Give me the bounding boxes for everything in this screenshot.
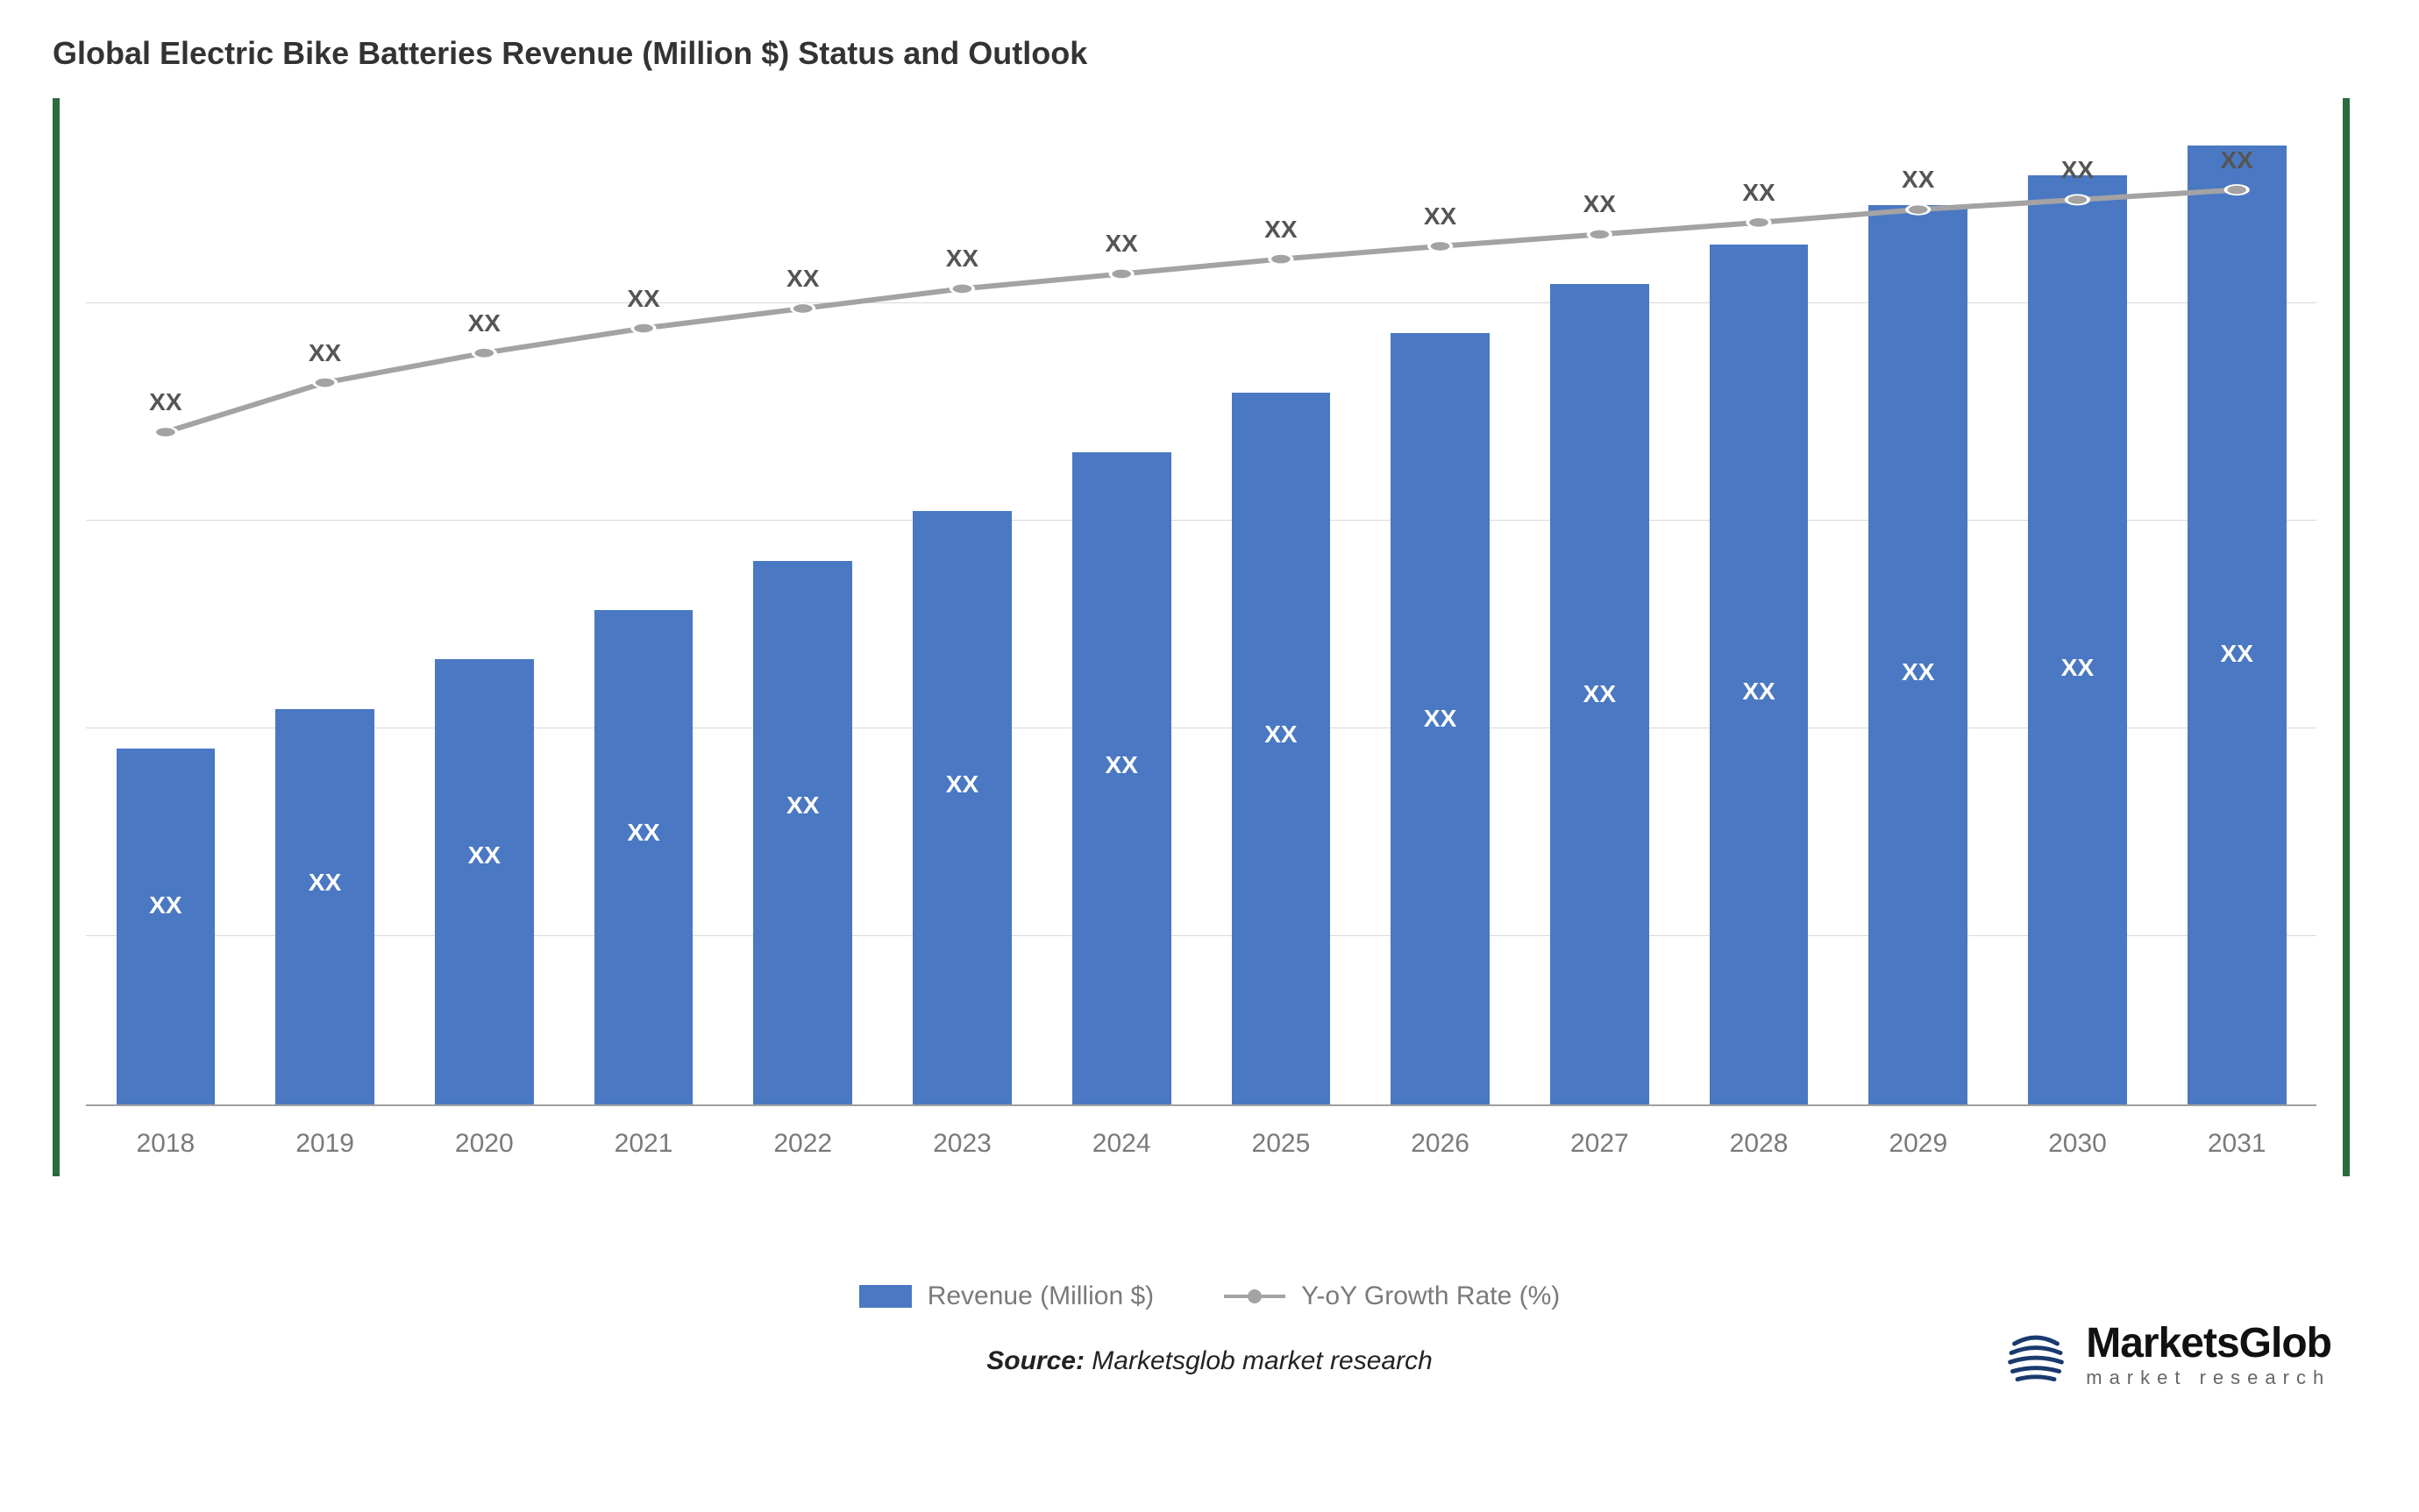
x-axis-label: 2019: [245, 1129, 405, 1159]
bar-value-label: XX: [149, 891, 181, 919]
chart-container: XXXXXXXXXXXXXXXXXXXXXXXXXXXX XXXXXXXXXXX…: [53, 98, 2350, 1176]
revenue-bar: XX: [1391, 333, 1490, 1104]
revenue-bar: XX: [594, 610, 694, 1104]
line-point-label: XX: [468, 309, 501, 337]
x-axis-label: 2028: [1679, 1129, 1839, 1159]
revenue-bar: XX: [753, 561, 852, 1104]
line-point-label: XX: [946, 245, 978, 273]
legend-item-growth: Y-oY Growth Rate (%): [1224, 1281, 1560, 1311]
x-axis-label: 2021: [564, 1129, 723, 1159]
x-axis-label: 2023: [883, 1129, 1042, 1159]
x-axis-label: 2022: [723, 1129, 883, 1159]
bar-value-label: XX: [1902, 658, 1934, 686]
bar-value-label: XX: [627, 819, 659, 847]
x-axis-label: 2025: [1201, 1129, 1361, 1159]
line-point-label: XX: [2220, 146, 2252, 174]
line-point-label: XX: [1902, 166, 1934, 194]
bar-value-label: XX: [309, 869, 341, 897]
line-point-label: XX: [309, 339, 341, 367]
bar-slot: XX: [564, 116, 723, 1104]
bar-slot: XX: [86, 116, 245, 1104]
bar-value-label: XX: [946, 770, 978, 799]
x-axis-label: 2018: [86, 1129, 245, 1159]
x-axis-label: 2020: [404, 1129, 564, 1159]
legend-swatch-line: [1224, 1295, 1285, 1298]
brand-tagline: market research: [2086, 1366, 2331, 1389]
bar-slot: XX: [1361, 116, 1520, 1104]
brand-logo: MarketsGlob market research: [2005, 1323, 2331, 1389]
brand-name: MarketsGlob: [2086, 1323, 2331, 1365]
bar-value-label: XX: [468, 841, 501, 870]
bar-value-label: XX: [2221, 640, 2253, 668]
x-axis-label: 2029: [1839, 1129, 1998, 1159]
revenue-bar: XX: [2188, 146, 2287, 1104]
chart-title: Global Electric Bike Batteries Revenue (…: [53, 35, 2366, 72]
line-point-label: XX: [1742, 179, 1775, 207]
x-axis-label: 2030: [1998, 1129, 2158, 1159]
revenue-bar: XX: [1072, 452, 1171, 1104]
line-point-label: XX: [627, 285, 659, 313]
revenue-bar: XX: [435, 659, 534, 1104]
line-point-label: XX: [149, 388, 181, 416]
bar-value-label: XX: [786, 791, 819, 820]
plot-area: XXXXXXXXXXXXXXXXXXXXXXXXXXXX XXXXXXXXXXX…: [86, 116, 2316, 1106]
bar-value-label: XX: [1742, 678, 1775, 706]
revenue-bar: XX: [913, 511, 1012, 1104]
line-point-label: XX: [1583, 190, 1616, 218]
bar-slot: XX: [1679, 116, 1839, 1104]
revenue-bar: XX: [117, 749, 216, 1104]
bar-slot: XX: [245, 116, 405, 1104]
bar-value-label: XX: [1583, 680, 1616, 708]
line-point-label: XX: [2061, 156, 2094, 184]
revenue-bar: XX: [275, 709, 374, 1104]
globe-icon: [2005, 1325, 2067, 1387]
legend-label-growth: Y-oY Growth Rate (%): [1301, 1281, 1560, 1311]
bar-value-label: XX: [1105, 751, 1137, 779]
bar-slot: XX: [1519, 116, 1679, 1104]
bars-row: XX XX XX XX XX XX XX XX XX XX XX XX XX XX: [86, 116, 2316, 1104]
bar-slot: XX: [404, 116, 564, 1104]
bar-value-label: XX: [1424, 705, 1456, 733]
line-point-label: XX: [786, 265, 819, 293]
source-prefix: Source: [986, 1346, 1076, 1375]
bar-slot: XX: [2157, 116, 2316, 1104]
legend-swatch-bar: [859, 1285, 912, 1308]
x-axis-label: 2024: [1042, 1129, 1201, 1159]
legend-label-revenue: Revenue (Million $): [928, 1281, 1154, 1311]
source-text: Marketsglob market research: [1092, 1346, 1432, 1375]
bar-slot: XX: [1998, 116, 2158, 1104]
legend-item-revenue: Revenue (Million $): [859, 1281, 1154, 1311]
line-point-label: XX: [1264, 216, 1297, 244]
revenue-bar: XX: [1710, 245, 1809, 1104]
revenue-bar: XX: [2028, 175, 2127, 1104]
chart-legend: Revenue (Million $) Y-oY Growth Rate (%): [53, 1281, 2366, 1311]
revenue-bar: XX: [1232, 393, 1331, 1104]
revenue-bar: XX: [1868, 205, 1967, 1104]
line-point-label: XX: [1424, 202, 1456, 231]
bar-value-label: XX: [2061, 654, 2094, 682]
x-axis-labels: 2018201920202021202220232024202520262027…: [86, 1129, 2316, 1159]
bar-slot: XX: [1839, 116, 1998, 1104]
x-axis-label: 2026: [1361, 1129, 1520, 1159]
revenue-bar: XX: [1550, 284, 1649, 1104]
bar-slot: XX: [1042, 116, 1201, 1104]
x-axis-label: 2027: [1519, 1129, 1679, 1159]
x-axis-label: 2031: [2157, 1129, 2316, 1159]
bar-slot: XX: [1201, 116, 1361, 1104]
line-point-label: XX: [1105, 230, 1137, 258]
bar-value-label: XX: [1264, 721, 1297, 749]
